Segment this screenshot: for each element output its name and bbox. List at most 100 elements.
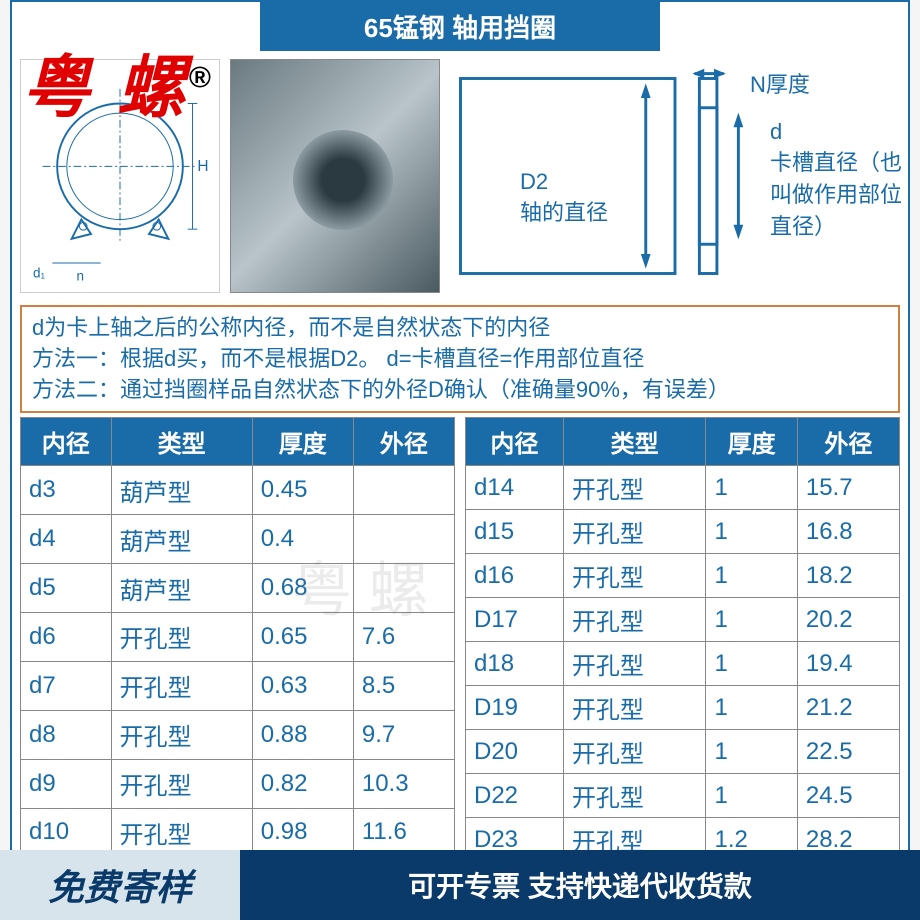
table-row: d5葫芦型0.68 [21, 564, 455, 613]
table-row: D22开孔型124.5 [466, 774, 900, 818]
table-cell: 开孔型 [563, 510, 706, 554]
table-cell: 葫芦型 [111, 515, 252, 564]
table-row: d18开孔型119.4 [466, 642, 900, 686]
promo-banner: 免费寄样 可开专票 支持快递代收货款 [0, 850, 920, 920]
table-cell: 1 [706, 598, 797, 642]
table-cell [353, 466, 454, 515]
spec-table-right: 内径类型厚度外径 d14开孔型115.7d15开孔型116.8d16开孔型118… [465, 417, 900, 906]
table-cell: d7 [21, 661, 112, 710]
table-row: D17开孔型120.2 [466, 598, 900, 642]
table-cell: D22 [466, 774, 564, 818]
table-cell: 0.65 [252, 613, 353, 662]
table-cell: 开孔型 [563, 554, 706, 598]
table-cell: 8.5 [353, 661, 454, 710]
table-cell: d18 [466, 642, 564, 686]
table-cell: 20.2 [797, 598, 899, 642]
table-cell: 1 [706, 510, 797, 554]
d2-label: D2轴的直径 [520, 169, 608, 227]
table-row: d14开孔型115.7 [466, 466, 900, 510]
table-row: d8开孔型0.889.7 [21, 710, 455, 759]
table-cell: 开孔型 [111, 759, 252, 808]
table-cell: 开孔型 [111, 661, 252, 710]
table-cell: 葫芦型 [111, 564, 252, 613]
table-row: d4葫芦型0.4 [21, 515, 455, 564]
d-label: d卡槽直径（也叫做作用部位直径） [770, 119, 910, 241]
table-cell: 7.6 [353, 613, 454, 662]
table-cell: 开孔型 [563, 466, 706, 510]
table-cell: 开孔型 [563, 686, 706, 730]
table-header: 内径 [21, 418, 112, 466]
table-cell: 开孔型 [563, 598, 706, 642]
table-cell: D19 [466, 686, 564, 730]
table-cell: 开孔型 [563, 730, 706, 774]
table-cell: 1 [706, 730, 797, 774]
table-row: d15开孔型116.8 [466, 510, 900, 554]
table-cell: 0.88 [252, 710, 353, 759]
table-cell: 0.45 [252, 466, 353, 515]
table-cell: 24.5 [797, 774, 899, 818]
title-bar: 65锰钢 轴用挡圈 [260, 2, 660, 51]
table-cell: 0.82 [252, 759, 353, 808]
table-cell: d8 [21, 710, 112, 759]
table-cell: d6 [21, 613, 112, 662]
table-cell: 开孔型 [563, 642, 706, 686]
table-cell: 9.7 [353, 710, 454, 759]
table-cell: D20 [466, 730, 564, 774]
table-header: 类型 [563, 418, 706, 466]
table-cell: d14 [466, 466, 564, 510]
table-cell [353, 564, 454, 613]
table-header: 厚度 [706, 418, 797, 466]
table-cell: 开孔型 [111, 710, 252, 759]
n-label: N厚度 [750, 67, 810, 99]
table-row: D20开孔型122.5 [466, 730, 900, 774]
table-cell: 1 [706, 554, 797, 598]
table-cell: 21.2 [797, 686, 899, 730]
brand-watermark: 粤 螺® [22, 32, 215, 131]
table-cell: 开孔型 [111, 613, 252, 662]
table-row: d9开孔型0.8210.3 [21, 759, 455, 808]
table-cell: 22.5 [797, 730, 899, 774]
spec-table-left: 内径类型厚度外径 d3葫芦型0.45d4葫芦型0.4d5葫芦型0.68d6开孔型… [20, 417, 455, 906]
spec-tables: 内径类型厚度外径 d3葫芦型0.45d4葫芦型0.4d5葫芦型0.68d6开孔型… [12, 417, 908, 914]
table-cell: D17 [466, 598, 564, 642]
svg-text:d₁: d₁ [33, 266, 46, 281]
table-header: 内径 [466, 418, 564, 466]
table-cell: d4 [21, 515, 112, 564]
table-cell: d16 [466, 554, 564, 598]
table-cell: 0.4 [252, 515, 353, 564]
table-cell: 10.3 [353, 759, 454, 808]
table-cell: d9 [21, 759, 112, 808]
table-cell: 1 [706, 466, 797, 510]
table-cell: 15.7 [797, 466, 899, 510]
table-row: d7开孔型0.638.5 [21, 661, 455, 710]
table-row: D19开孔型121.2 [466, 686, 900, 730]
table-cell: 18.2 [797, 554, 899, 598]
table-cell: 16.8 [797, 510, 899, 554]
product-spec-page: 粤 螺® 65锰钢 轴用挡圈 H d₁ n [10, 0, 910, 916]
table-cell: 1 [706, 686, 797, 730]
table-cell: 19.4 [797, 642, 899, 686]
table-row: d16开孔型118.2 [466, 554, 900, 598]
table-cell: 开孔型 [563, 774, 706, 818]
banner-services: 可开专票 支持快递代收货款 [240, 850, 920, 920]
table-cell: 0.68 [252, 564, 353, 613]
table-header: 外径 [797, 418, 899, 466]
banner-free-sample: 免费寄样 [0, 850, 240, 920]
table-row: d3葫芦型0.45 [21, 466, 455, 515]
dimension-schematic: D2轴的直径 N厚度 d卡槽直径（也叫做作用部位直径） [450, 59, 900, 293]
table-cell: 1 [706, 774, 797, 818]
svg-text:n: n [77, 268, 85, 283]
instruction-note: d为卡上轴之后的公称内径，而不是自然状态下的内径 方法一：根据d买，而不是根据D… [20, 305, 900, 413]
table-cell: d3 [21, 466, 112, 515]
table-header: 类型 [111, 418, 252, 466]
table-cell: 0.63 [252, 661, 353, 710]
table-cell: d5 [21, 564, 112, 613]
table-header: 厚度 [252, 418, 353, 466]
table-row: d6开孔型0.657.6 [21, 613, 455, 662]
table-cell: 1 [706, 642, 797, 686]
table-cell [353, 515, 454, 564]
svg-text:H: H [197, 158, 208, 175]
table-header: 外径 [353, 418, 454, 466]
table-cell: 葫芦型 [111, 466, 252, 515]
table-cell: d15 [466, 510, 564, 554]
